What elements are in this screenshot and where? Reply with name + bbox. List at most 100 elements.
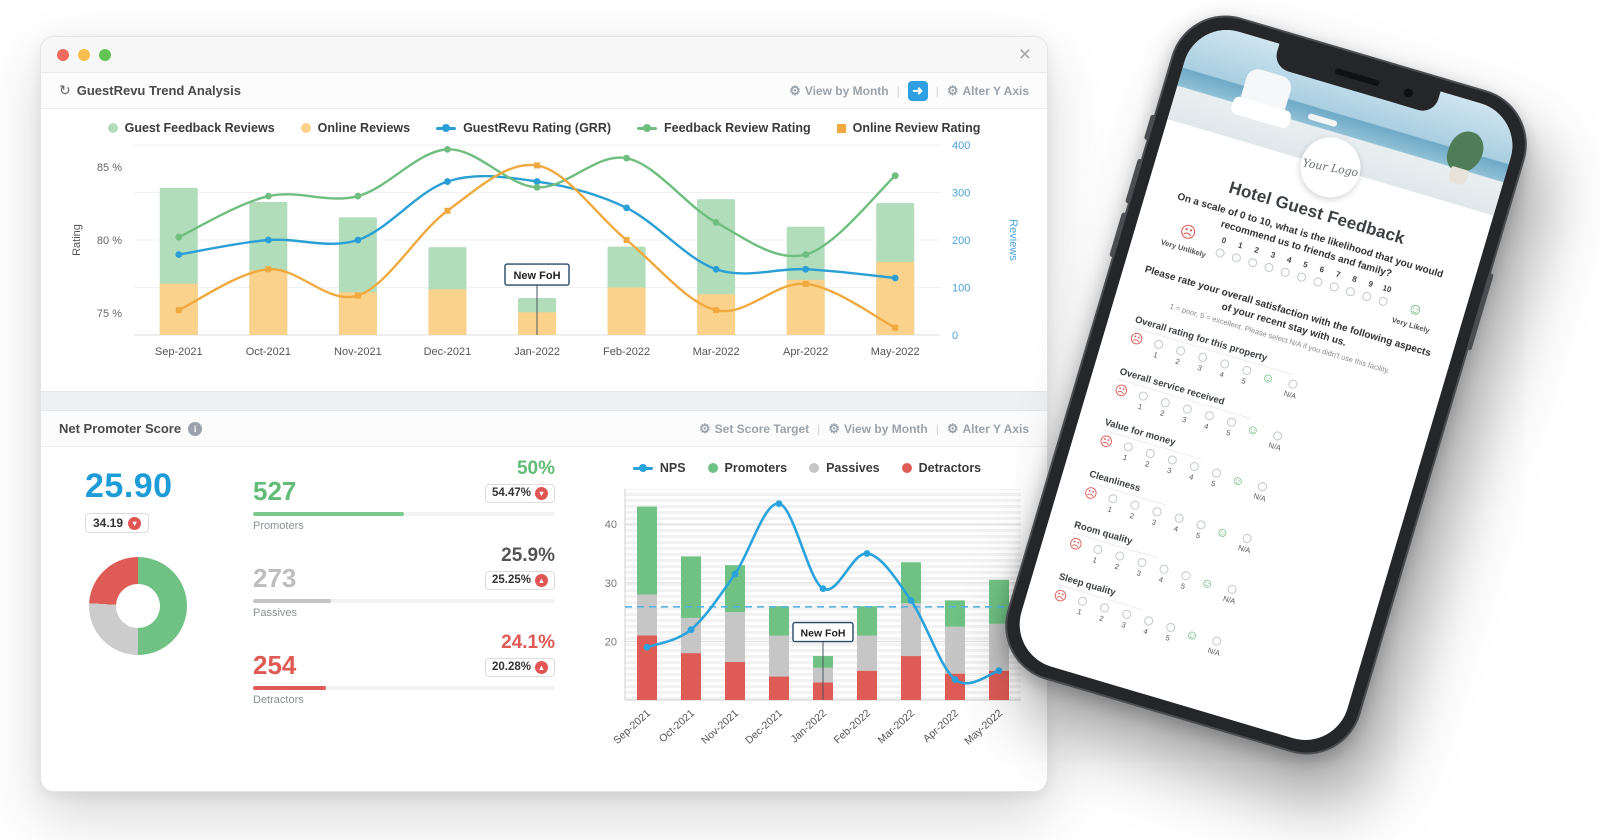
bar-passives[interactable] — [901, 603, 921, 657]
point-guestrevu-rating-grr[interactable] — [802, 265, 810, 273]
rating-radio[interactable] — [1151, 506, 1163, 518]
bar-promoters[interactable] — [989, 579, 1009, 624]
rating-radio[interactable] — [1241, 365, 1253, 377]
rating-radio[interactable] — [1114, 550, 1126, 563]
rating-radio[interactable] — [1121, 608, 1133, 620]
point-guestrevu-rating-grr[interactable] — [175, 251, 183, 259]
point-online-review-rating[interactable] — [892, 324, 899, 331]
legend-item-guest-feedback-reviews[interactable]: Guest Feedback Reviews — [107, 121, 275, 135]
point-feedback-review-rating[interactable] — [802, 251, 810, 259]
rating-radio-na[interactable] — [1272, 430, 1284, 442]
point-online-review-rating[interactable] — [623, 237, 630, 243]
legend-item-online-review-rating[interactable]: Online Review Rating — [836, 121, 980, 135]
info-icon[interactable]: i — [188, 421, 203, 436]
point-feedback-review-rating[interactable] — [891, 172, 899, 180]
nps-option-radio[interactable] — [1279, 266, 1292, 279]
rating-radio[interactable] — [1165, 621, 1177, 633]
bar-online-reviews[interactable] — [607, 287, 646, 336]
bar-passives[interactable] — [637, 594, 657, 636]
rating-radio[interactable] — [1158, 563, 1170, 576]
bar-detractors[interactable] — [857, 670, 877, 700]
rating-radio[interactable] — [1077, 595, 1089, 607]
alter-y-axis-control[interactable]: ⚙ Alter Y Axis — [947, 422, 1029, 436]
point-online-review-rating[interactable] — [534, 162, 540, 169]
rating-radio[interactable] — [1203, 410, 1216, 422]
nps-option-radio[interactable] — [1296, 271, 1308, 283]
export-button[interactable]: ➜ — [907, 80, 928, 101]
point-nps[interactable] — [775, 500, 783, 508]
rating-radio[interactable] — [1092, 544, 1104, 556]
point-guestrevu-rating-grr[interactable] — [444, 178, 451, 185]
bar-detractors[interactable] — [901, 656, 921, 700]
rating-radio-na[interactable] — [1211, 635, 1223, 647]
point-guestrevu-rating-grr[interactable] — [264, 236, 272, 244]
point-guestrevu-rating-grr[interactable] — [891, 274, 899, 282]
bar-passives[interactable] — [989, 623, 1009, 671]
point-feedback-review-rating[interactable] — [444, 145, 451, 153]
point-feedback-review-rating[interactable] — [623, 154, 630, 162]
bar-promoters[interactable] — [725, 565, 745, 613]
bar-detractors[interactable] — [681, 653, 701, 700]
point-online-review-rating[interactable] — [713, 307, 720, 314]
window-close-icon[interactable]: × — [1018, 43, 1031, 66]
point-guestrevu-rating-grr[interactable] — [533, 178, 541, 185]
nps-option-radio[interactable] — [1361, 290, 1373, 303]
bar-online-reviews[interactable] — [697, 294, 736, 335]
rating-radio[interactable] — [1137, 390, 1149, 402]
nps-option-radio[interactable] — [1214, 247, 1226, 259]
point-nps[interactable] — [951, 676, 959, 683]
point-guestrevu-rating-grr[interactable] — [712, 265, 720, 273]
rating-radio[interactable] — [1181, 403, 1194, 415]
point-guestrevu-rating-grr[interactable] — [623, 204, 630, 212]
bar-detractors[interactable] — [637, 635, 657, 700]
rating-radio[interactable] — [1152, 339, 1165, 351]
rating-radio[interactable] — [1219, 358, 1231, 370]
rating-radio-na[interactable] — [1287, 378, 1299, 391]
bar-online-reviews[interactable] — [428, 289, 467, 335]
bar-detractors[interactable] — [769, 676, 789, 700]
point-nps[interactable] — [819, 585, 827, 593]
traffic-light-minimize[interactable] — [78, 48, 90, 61]
rating-radio[interactable] — [1175, 345, 1187, 357]
rating-radio[interactable] — [1226, 416, 1238, 428]
rating-radio[interactable] — [1159, 396, 1172, 409]
point-online-review-rating[interactable] — [175, 307, 182, 314]
alter-y-axis-control[interactable]: ⚙ Alter Y Axis — [947, 84, 1029, 98]
point-online-review-rating[interactable] — [444, 207, 451, 214]
point-online-review-rating[interactable] — [354, 292, 361, 299]
rating-radio[interactable] — [1188, 461, 1200, 473]
bar-passives[interactable] — [945, 626, 965, 674]
rating-radio[interactable] — [1099, 602, 1111, 614]
bar-online-reviews[interactable] — [876, 261, 915, 335]
view-by-month-control[interactable]: ⚙ View by Month — [789, 84, 888, 98]
bar-detractors[interactable] — [945, 673, 965, 700]
legend-item-nps[interactable]: NPS — [632, 461, 686, 475]
traffic-light-close[interactable] — [57, 48, 69, 61]
bar-online-reviews[interactable] — [249, 270, 288, 335]
legend-item-online-reviews[interactable]: Online Reviews — [300, 121, 410, 135]
rating-radio[interactable] — [1173, 512, 1185, 524]
point-nps[interactable] — [907, 596, 915, 604]
bar-online-reviews[interactable] — [338, 292, 377, 335]
point-feedback-review-rating[interactable] — [533, 183, 541, 191]
rating-radio[interactable] — [1180, 570, 1192, 582]
view-by-month-control[interactable]: ⚙ View by Month — [828, 422, 927, 436]
rating-radio[interactable] — [1143, 615, 1155, 627]
rating-radio-na[interactable] — [1241, 532, 1254, 545]
traffic-light-zoom[interactable] — [99, 48, 111, 61]
nps-option-radio[interactable] — [1328, 281, 1341, 293]
nps-option-radio[interactable] — [1247, 257, 1259, 269]
bar-promoters[interactable] — [637, 506, 657, 595]
point-feedback-review-rating[interactable] — [354, 192, 362, 200]
legend-item-feedback-review-rating[interactable]: Feedback Review Rating — [637, 121, 811, 135]
nps-option-radio[interactable] — [1312, 276, 1324, 288]
bar-promoters[interactable] — [769, 606, 789, 636]
point-feedback-review-rating[interactable] — [175, 233, 183, 241]
point-nps[interactable] — [863, 550, 871, 557]
bar-online-reviews[interactable] — [786, 279, 825, 335]
rating-radio[interactable] — [1107, 493, 1119, 505]
rating-radio[interactable] — [1195, 519, 1207, 531]
point-online-review-rating[interactable] — [802, 280, 809, 287]
set-score-target-control[interactable]: ⚙ Set Score Target — [699, 422, 809, 436]
legend-item-passives[interactable]: Passives — [809, 461, 880, 475]
